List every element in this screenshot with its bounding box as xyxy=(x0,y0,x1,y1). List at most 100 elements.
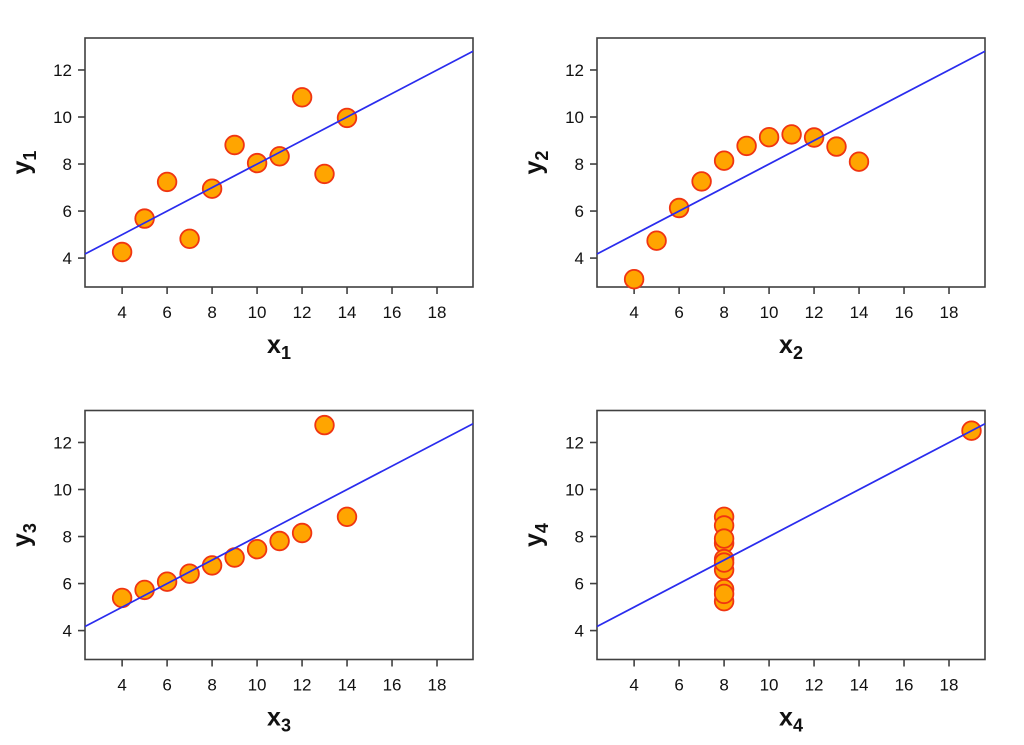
x-tick-label: 6 xyxy=(674,303,683,322)
y-axis-label: y1 xyxy=(8,151,40,175)
data-point xyxy=(111,241,133,263)
x-tick-label: 14 xyxy=(850,303,869,322)
data-point xyxy=(758,126,780,148)
x-tick-label: 10 xyxy=(248,676,267,695)
x-tick-label: 10 xyxy=(760,676,779,695)
data-point xyxy=(224,134,245,156)
plot-box xyxy=(84,37,474,288)
data-point xyxy=(713,583,735,605)
y-axis-label: y2 xyxy=(520,151,552,175)
x-tick-label: 16 xyxy=(383,303,402,322)
y-tick-label: 10 xyxy=(53,481,72,500)
x-tick-label: 14 xyxy=(338,303,357,322)
data-point xyxy=(623,269,645,290)
data-point xyxy=(246,539,268,560)
y-tick-label: 4 xyxy=(575,622,584,641)
x-axis-label: x2 xyxy=(779,331,803,363)
data-point xyxy=(156,571,178,592)
data-point xyxy=(269,530,290,552)
y-axis-label: y4 xyxy=(520,523,552,547)
data-point xyxy=(713,528,735,549)
x-tick-label: 16 xyxy=(895,303,914,322)
x-tick-label: 4 xyxy=(117,303,126,322)
data-point xyxy=(179,563,200,584)
y-axis-label: y3 xyxy=(8,523,40,547)
y-tick-label: 4 xyxy=(63,249,72,268)
fit-line xyxy=(84,50,474,255)
x-tick-label: 6 xyxy=(162,676,171,695)
data-point xyxy=(781,124,802,145)
x-axis-label: x4 xyxy=(779,704,803,736)
x-tick-label: 12 xyxy=(805,676,824,695)
data-point xyxy=(314,414,335,436)
data-point xyxy=(156,171,178,193)
x-tick-label: 8 xyxy=(719,303,728,322)
y-tick-label: 12 xyxy=(565,61,584,80)
data-point xyxy=(713,150,735,171)
plot-box xyxy=(596,37,986,288)
x-tick-label: 12 xyxy=(805,303,824,322)
x-tick-label: 4 xyxy=(629,303,638,322)
x-tick-label: 18 xyxy=(428,676,447,695)
data-point xyxy=(736,135,757,157)
plot-box xyxy=(596,409,986,661)
y-tick-label: 6 xyxy=(63,202,72,221)
y-tick-label: 8 xyxy=(575,528,584,547)
x-axis-label: x3 xyxy=(267,704,291,736)
x-tick-label: 14 xyxy=(850,676,869,695)
x-tick-label: 4 xyxy=(629,676,638,695)
y-tick-label: 6 xyxy=(575,575,584,594)
data-point xyxy=(134,579,155,601)
x-tick-label: 10 xyxy=(760,303,779,322)
x-tick-label: 12 xyxy=(293,303,312,322)
x-tick-label: 18 xyxy=(940,676,959,695)
x-tick-label: 18 xyxy=(428,303,447,322)
y-tick-label: 4 xyxy=(63,622,72,641)
y-tick-label: 12 xyxy=(565,433,584,452)
x-tick-label: 16 xyxy=(895,676,914,695)
fit-line xyxy=(596,50,986,255)
x-axis-label: x1 xyxy=(267,331,291,363)
data-point xyxy=(291,522,313,544)
y-tick-label: 10 xyxy=(565,108,584,127)
data-point xyxy=(336,506,358,528)
x-tick-label: 4 xyxy=(117,676,126,695)
data-point xyxy=(646,230,667,251)
data-point xyxy=(201,555,223,576)
y-tick-label: 8 xyxy=(575,155,584,174)
data-point xyxy=(291,87,313,108)
y-tick-label: 8 xyxy=(63,528,72,547)
y-tick-label: 6 xyxy=(575,202,584,221)
x-tick-label: 10 xyxy=(248,303,267,322)
x-tick-label: 8 xyxy=(207,676,216,695)
fit-line xyxy=(84,422,474,628)
x-tick-label: 6 xyxy=(162,303,171,322)
x-tick-label: 8 xyxy=(207,303,216,322)
data-point xyxy=(826,136,847,157)
x-tick-label: 8 xyxy=(719,676,728,695)
fit-line xyxy=(596,422,986,628)
plot-box xyxy=(84,409,474,661)
y-tick-label: 12 xyxy=(53,61,72,80)
x-tick-label: 6 xyxy=(674,676,683,695)
y-tick-label: 4 xyxy=(575,249,584,268)
y-tick-label: 6 xyxy=(63,575,72,594)
x-tick-label: 14 xyxy=(338,676,357,695)
y-tick-label: 10 xyxy=(53,108,72,127)
x-tick-label: 18 xyxy=(940,303,959,322)
data-point xyxy=(179,228,200,250)
data-point xyxy=(201,178,223,199)
y-tick-label: 12 xyxy=(53,433,72,452)
data-point xyxy=(691,171,712,192)
x-tick-label: 16 xyxy=(383,676,402,695)
x-tick-label: 12 xyxy=(293,676,312,695)
data-point xyxy=(314,163,335,185)
y-tick-label: 10 xyxy=(565,481,584,500)
data-point xyxy=(848,151,870,172)
